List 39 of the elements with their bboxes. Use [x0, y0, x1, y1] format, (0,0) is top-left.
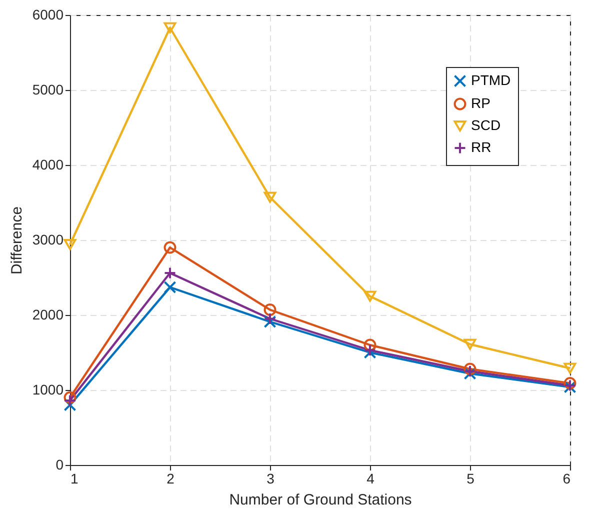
point	[264, 192, 276, 203]
x-tick-label: 6	[562, 470, 571, 486]
point	[464, 365, 476, 378]
x-tick-label: 1	[70, 470, 78, 486]
point	[264, 312, 276, 325]
y-tick-label: 6000	[32, 6, 64, 22]
point	[464, 362, 476, 376]
point	[164, 281, 176, 294]
point	[564, 362, 576, 374]
point	[364, 290, 376, 302]
point	[64, 391, 76, 404]
point	[264, 316, 276, 328]
point	[64, 238, 76, 250]
x-tick-label: 4	[366, 470, 375, 486]
point	[164, 241, 176, 254]
y-tick-label: 5000	[32, 82, 64, 98]
legend-label: PTMD	[471, 72, 511, 88]
point	[64, 394, 76, 407]
x-axis-title: Number of Ground Stations	[229, 492, 412, 508]
x-tick-label: 2	[166, 470, 175, 486]
x-tick-label: 5	[466, 470, 475, 486]
legend-label: RP	[471, 95, 490, 111]
y-tick-label: 1000	[32, 382, 64, 398]
point	[164, 266, 176, 280]
y-tick-label: 2000	[32, 306, 64, 322]
point	[464, 367, 476, 380]
x-tick-label: 3	[266, 470, 275, 486]
point	[464, 338, 476, 350]
point	[264, 304, 276, 316]
legend-label: SCD	[471, 117, 501, 133]
y-tick-label: 3000	[32, 232, 64, 248]
y-axis-title: Difference	[8, 206, 26, 275]
point	[364, 344, 376, 356]
y-tick-label: 4000	[32, 156, 64, 172]
point	[164, 22, 176, 34]
legend-label: RR	[471, 139, 492, 155]
y-tick-label: 0	[56, 456, 64, 472]
point	[564, 377, 576, 390]
point	[364, 338, 376, 352]
